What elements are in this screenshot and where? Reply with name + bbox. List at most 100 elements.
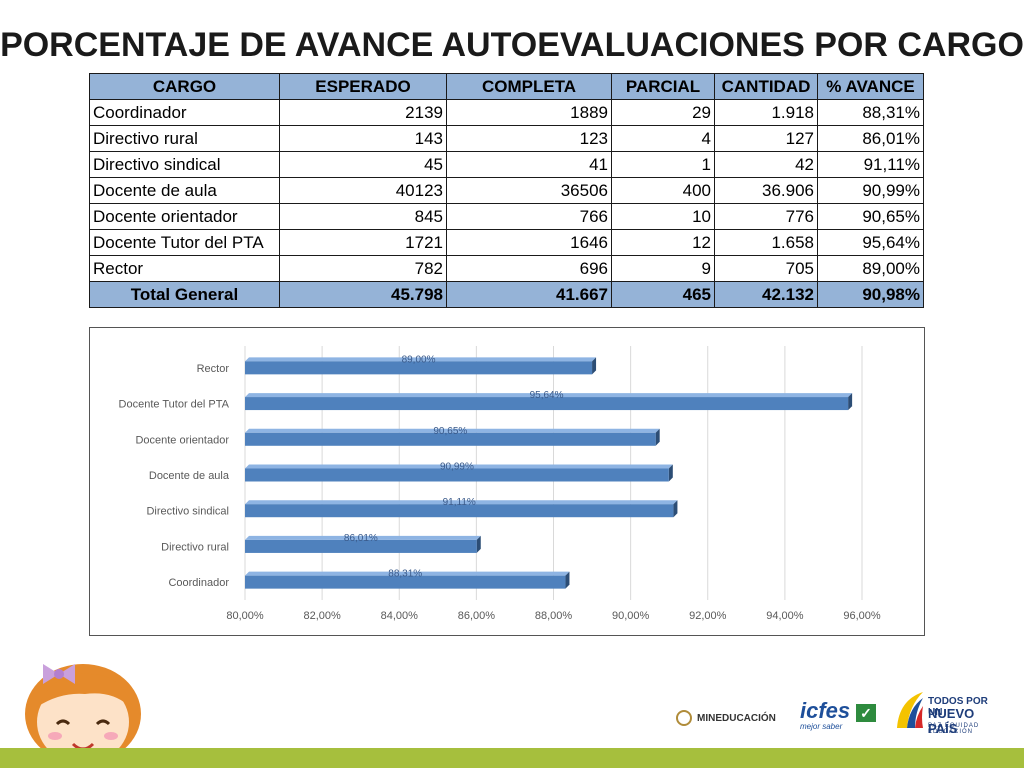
table-row: Docente de aula 40123 36506 400 36.906 9… — [89, 177, 924, 204]
col-header-avance: % AVANCE — [817, 73, 924, 100]
cell-parcial: 10 — [611, 203, 715, 230]
y-category-label: Directivo sindical — [146, 506, 229, 518]
cell-cantidad: 127 — [714, 125, 818, 152]
cell-cantidad: 36.906 — [714, 177, 818, 204]
todos-line2: NUEVO PAÍS — [928, 706, 975, 736]
cell-esperado: 143 — [279, 125, 447, 152]
bar — [245, 428, 660, 446]
cell-completa: 41 — [446, 151, 612, 178]
bar — [245, 393, 853, 411]
checkmark-icon: ✓ — [856, 704, 876, 722]
bar-data-label: 88,31% — [388, 569, 422, 580]
chart-svg: 80,00% 82,00% 84,00% 86,00% 88,00% 90,00% 92,0… — [119, 346, 881, 622]
x-tick-label: 96,00% — [843, 610, 881, 622]
x-tick-label: 82,00% — [303, 610, 341, 622]
cell-avance: 91,11% — [817, 151, 924, 178]
cell-avance: 95,64% — [817, 229, 924, 256]
bar — [245, 535, 481, 553]
bar — [245, 464, 673, 482]
cell-avance: 89,00% — [817, 255, 924, 282]
cell-esperado: 782 — [279, 255, 447, 282]
table-row: Directivo rural 143 123 4 127 86,01% — [89, 125, 924, 152]
cell-esperado: 45 — [279, 151, 447, 178]
x-tick-label: 94,00% — [766, 610, 804, 622]
cell-parcial: 9 — [611, 255, 715, 282]
mineducacion-text: MINEDUCACIÓN — [697, 712, 776, 724]
cell-cantidad: 42 — [714, 151, 818, 178]
cell-avance: 88,31% — [817, 99, 924, 126]
cell-cargo: Directivo rural — [89, 125, 280, 152]
bar-data-label: 95,64% — [530, 390, 564, 401]
todos-line1: TODOS POR UN — [928, 696, 988, 718]
y-category-label: Coordinador — [168, 577, 229, 589]
girl-mascot-icon — [25, 664, 141, 764]
table-total-row: Total General 45.798 41.667 465 42.132 9… — [89, 281, 924, 308]
cell-parcial: 1 — [611, 151, 715, 178]
cell-avance: 90,99% — [817, 177, 924, 204]
total-completa: 41.667 — [446, 281, 612, 308]
table-row: Docente orientador 845 766 10 776 90,65% — [89, 203, 924, 230]
bar-data-label: 89,00% — [402, 354, 436, 365]
bar — [245, 500, 678, 518]
table-row: Rector 782 696 9 705 89,00% — [89, 255, 924, 282]
cell-completa: 1646 — [446, 229, 612, 256]
cell-parcial: 29 — [611, 99, 715, 126]
progress-table: CARGO ESPERADO COMPLETA PARCIAL CANTIDAD… — [89, 73, 924, 308]
x-tick-label: 90,00% — [612, 610, 650, 622]
todos-por-un-nuevo-pais-logo: TODOS POR UN NUEVO PAÍS PAZ EQUIDAD EDUC… — [895, 688, 1005, 738]
x-tick-label: 86,00% — [458, 610, 496, 622]
total-label: Total General — [89, 281, 280, 308]
cell-cantidad: 1.918 — [714, 99, 818, 126]
table-row: Coordinador 2139 1889 29 1.918 88,31% — [89, 99, 924, 126]
footer-bar — [0, 748, 1024, 768]
total-avance: 90,98% — [817, 281, 924, 308]
bar-data-label: 90,99% — [440, 462, 474, 473]
bar — [245, 357, 597, 375]
cell-completa: 766 — [446, 203, 612, 230]
col-header-cantidad: CANTIDAD — [714, 73, 818, 100]
cell-esperado: 845 — [279, 203, 447, 230]
cell-parcial: 12 — [611, 229, 715, 256]
bar-data-label: 90,65% — [433, 426, 467, 437]
col-header-completa: COMPLETA — [446, 73, 612, 100]
total-esperado: 45.798 — [279, 281, 447, 308]
cell-cantidad: 1.658 — [714, 229, 818, 256]
y-category-label: Docente Tutor del PTA — [119, 399, 230, 411]
table-row: Docente Tutor del PTA 1721 1646 12 1.658… — [89, 229, 924, 256]
icfes-word: icfes — [800, 698, 851, 723]
x-tick-label: 92,00% — [689, 610, 727, 622]
cell-completa: 36506 — [446, 177, 612, 204]
cell-esperado: 1721 — [279, 229, 447, 256]
total-parcial: 465 — [611, 281, 715, 308]
cell-esperado: 2139 — [279, 99, 447, 126]
cell-cantidad: 776 — [714, 203, 818, 230]
mineducacion-logo: MINEDUCACIÓN — [676, 706, 776, 730]
page-title: PORCENTAJE DE AVANCE AUTOEVALUACIONES PO… — [0, 26, 1024, 64]
cell-cargo: Docente Tutor del PTA — [89, 229, 280, 256]
y-category-label: Docente orientador — [135, 434, 229, 446]
cell-avance: 86,01% — [817, 125, 924, 152]
cell-cargo: Rector — [89, 255, 280, 282]
table-header-row: CARGO ESPERADO COMPLETA PARCIAL CANTIDAD… — [89, 73, 924, 100]
y-category-label: Docente de aula — [149, 470, 230, 482]
icfes-subtitle: mejor saber — [800, 722, 843, 731]
bar-data-label: 86,01% — [344, 533, 378, 544]
y-category-label: Rector — [197, 363, 230, 375]
avance-bar-chart: 80,00% 82,00% 84,00% 86,00% 88,00% 90,00% 92,0… — [89, 327, 925, 636]
cell-completa: 1889 — [446, 99, 612, 126]
colombia-flag-icon — [897, 692, 923, 728]
cell-parcial: 400 — [611, 177, 715, 204]
cell-avance: 90,65% — [817, 203, 924, 230]
icfes-logo: icfes mejor saber ✓ — [800, 700, 880, 736]
col-header-esperado: ESPERADO — [279, 73, 447, 100]
todos-line3: PAZ EQUIDAD EDUCACIÓN — [928, 723, 980, 735]
cell-completa: 696 — [446, 255, 612, 282]
cell-cantidad: 705 — [714, 255, 818, 282]
col-header-parcial: PARCIAL — [611, 73, 715, 100]
table-row: Directivo sindical 45 41 1 42 91,11% — [89, 151, 924, 178]
total-cantidad: 42.132 — [714, 281, 818, 308]
bar — [245, 571, 570, 589]
x-tick-label: 84,00% — [381, 610, 419, 622]
x-tick-label: 80,00% — [226, 610, 264, 622]
cell-esperado: 40123 — [279, 177, 447, 204]
